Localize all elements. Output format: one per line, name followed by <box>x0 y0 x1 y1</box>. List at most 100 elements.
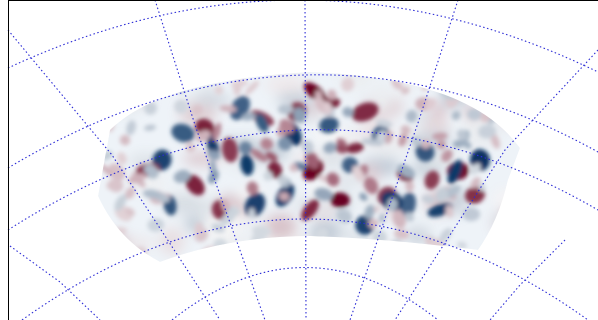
fluctuation-blob <box>212 122 222 141</box>
fluctuation-blob <box>174 99 188 114</box>
cold-spot <box>427 203 453 217</box>
fluctuation-blob <box>125 207 135 217</box>
cold-spot <box>240 154 254 176</box>
fluctuation-blob <box>478 183 486 192</box>
fluctuation-blob <box>405 109 418 123</box>
fluctuation-blob <box>250 148 268 162</box>
fluctuation-blob <box>451 110 461 121</box>
fluctuation-blob <box>364 204 375 220</box>
fluctuation-blob <box>173 169 191 184</box>
fluctuation-blob <box>470 177 481 189</box>
fluctuation-blob <box>245 80 260 95</box>
fluctuation-blob <box>124 186 136 200</box>
fluctuation-blob <box>456 129 468 141</box>
map-patch <box>98 72 520 262</box>
texture-blob <box>463 116 481 134</box>
hot-spot <box>465 186 485 204</box>
graticule-meridian <box>394 49 598 320</box>
texture-blob <box>159 227 185 255</box>
fluctuation-blob <box>119 134 131 146</box>
hot-spot <box>424 170 440 190</box>
fluctuation-blob <box>301 140 314 154</box>
fluctuation-blob <box>231 207 241 216</box>
texture-blob <box>336 229 361 240</box>
cold-spot <box>319 116 339 134</box>
graticule-parallel <box>7 129 598 231</box>
texture-blob <box>265 213 297 241</box>
texture-blob <box>195 94 233 106</box>
fluctuation-blob <box>144 101 157 115</box>
fluctuation-blob <box>375 119 393 128</box>
fluctuation-blob <box>393 229 410 240</box>
fluctuation-blob <box>265 151 278 162</box>
fluctuation-blob <box>114 194 127 211</box>
fluctuation-blob <box>352 165 365 182</box>
hot-spot <box>330 192 350 208</box>
fluctuation-blob <box>314 187 333 201</box>
fluctuation-blob <box>387 197 398 211</box>
fluctuation-blob <box>436 140 446 149</box>
fluctuation-blob <box>441 149 453 162</box>
cold-spot <box>415 142 435 162</box>
fluctuation-blob <box>214 85 223 95</box>
fluctuation-blob <box>323 142 337 154</box>
texture-blob <box>362 186 383 212</box>
fluctuation-blob <box>108 179 124 193</box>
hot-spot <box>221 137 239 163</box>
fluctuation-blob <box>421 195 436 204</box>
graticule-meridian <box>489 239 566 320</box>
fluctuation-blob <box>490 133 500 149</box>
fluctuation-blob <box>452 139 465 148</box>
texture-blob <box>404 226 431 246</box>
fluctuation-blob <box>144 124 157 131</box>
fluctuation-blob <box>220 210 236 226</box>
graticule-meridian <box>304 0 307 320</box>
fluctuation-blob <box>404 212 415 222</box>
fluctuation-blob <box>463 141 472 149</box>
cold-spot <box>447 159 463 185</box>
fluctuation-blob <box>279 192 290 202</box>
fluctuation-blob <box>211 222 225 233</box>
fluctuation-blob <box>207 150 221 160</box>
fluctuation-blob <box>342 107 354 118</box>
hot-spot <box>301 199 319 221</box>
cold-spot <box>399 192 417 218</box>
fluctuation-blob <box>326 172 340 187</box>
fluctuation-blob <box>230 80 248 88</box>
texture-blob <box>265 76 308 95</box>
fluctuation-blob <box>326 89 337 100</box>
graticule <box>7 0 598 320</box>
fluctuation-blob <box>277 136 292 151</box>
fluctuation-blob <box>411 136 423 147</box>
fluctuation-blob <box>323 101 332 115</box>
fluctuation-blob <box>432 132 448 140</box>
fluctuation-blob <box>462 207 481 222</box>
fluctuation-blob <box>248 207 255 219</box>
fluctuation-blob <box>239 141 252 155</box>
graticule-meridian <box>9 245 101 320</box>
fluctuation-blob <box>405 180 415 192</box>
fluctuation-blob <box>293 107 307 123</box>
fluctuation-blob <box>289 163 298 172</box>
texture-blob <box>372 141 408 157</box>
fluctuation-blob <box>219 105 237 113</box>
fluctuation-blob <box>147 218 165 232</box>
fluctuation-blob <box>361 138 381 146</box>
fluctuation-blob <box>336 209 353 224</box>
fluctuation-blob <box>334 144 348 154</box>
fluctuation-blob <box>260 137 274 150</box>
fluctuation-blob <box>341 77 355 92</box>
fluctuation-blob <box>142 189 162 199</box>
fluctuation-blob <box>241 112 257 121</box>
fluctuation-blob <box>445 205 453 218</box>
fluctuation-blob <box>277 104 294 115</box>
hot-spot <box>185 174 205 196</box>
fluctuation-blob <box>478 124 497 139</box>
fluctuation-blob <box>195 130 211 142</box>
fluctuation-blob <box>385 131 393 144</box>
fluctuation-blob <box>246 181 259 196</box>
fluctuation-blob <box>392 209 406 229</box>
fluctuation-blob <box>469 163 481 175</box>
fluctuation-blob <box>126 120 136 136</box>
